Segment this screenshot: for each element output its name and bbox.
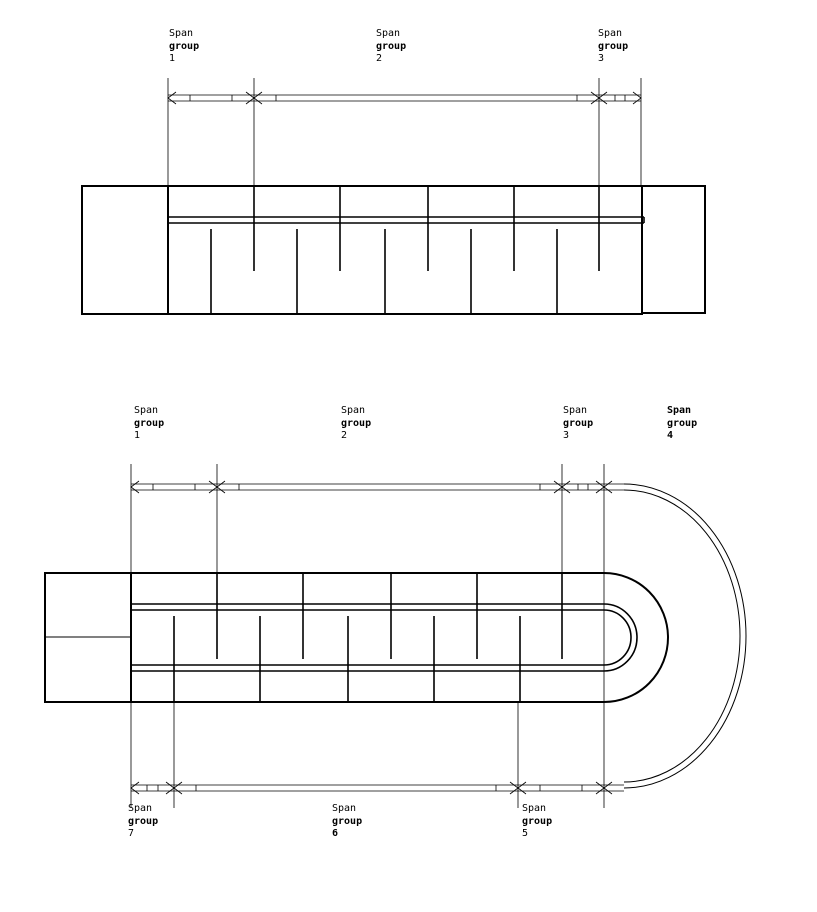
d1-extension-lines (167, 78, 642, 186)
label-word2: group (134, 418, 164, 429)
d1-span-arrow-2 (253, 91, 600, 105)
label-word1: Span (341, 405, 365, 416)
d1-main-body (167, 185, 643, 315)
d2-label-span-group-6: Span group 6 (332, 803, 362, 839)
label-number: 3 (563, 430, 569, 441)
label-number: 5 (522, 828, 528, 839)
d1-label-span-group-2: Span group 2 (376, 28, 406, 64)
d2-span-arrow-5 (517, 781, 605, 795)
d1-span-arrow-3 (598, 91, 642, 105)
d2-outer-arc (623, 483, 747, 789)
diagram-1: Span group 1 Span group 2 Span group 3 (81, 28, 706, 315)
d2-structure (44, 572, 669, 703)
label-word2: group (341, 418, 371, 429)
d2-label-span-group-4: Span group 4 (667, 405, 697, 441)
d1-structure (81, 185, 706, 315)
label-word2: group (332, 816, 362, 827)
label-word2: group (667, 418, 697, 429)
d2-top-dimension-arrows (130, 480, 624, 494)
label-word2: group (598, 41, 628, 52)
label-word1: Span (563, 405, 587, 416)
d2-label-span-group-3: Span group 3 (563, 405, 593, 441)
d2-label-span-group-5: Span group 5 (522, 803, 552, 839)
d1-dimension-arrows (167, 91, 642, 105)
label-word1: Span (169, 28, 193, 39)
label-number: 4 (667, 430, 673, 441)
d2-span-arrow-4-end (603, 781, 624, 795)
label-word2: group (128, 816, 158, 827)
diagram-2: Span group 1 Span group 2 Span group 3 S… (44, 405, 747, 839)
label-word1: Span (598, 28, 622, 39)
label-word1: Span (522, 803, 546, 814)
d2-bottom-dimension-arrows (130, 781, 624, 795)
d2-label-span-group-7: Span group 7 (128, 803, 158, 839)
label-number: 2 (376, 53, 382, 64)
label-word1: Span (332, 803, 356, 814)
d2-span-arrow-3 (561, 480, 605, 494)
d2-span-arrow-1 (130, 480, 218, 494)
label-number: 1 (169, 53, 175, 64)
label-word2: group (522, 816, 552, 827)
d2-span-arrow-6 (173, 781, 519, 795)
d2-extension-lines (130, 464, 605, 808)
label-number: 1 (134, 430, 140, 441)
label-word2: group (169, 41, 199, 52)
d2-span-arrow-4-start (603, 480, 624, 494)
label-number: 7 (128, 828, 134, 839)
d2-main-body (130, 572, 669, 703)
label-word1: Span (134, 405, 158, 416)
label-number: 6 (332, 828, 338, 839)
label-number: 3 (598, 53, 604, 64)
label-word2: group (563, 418, 593, 429)
label-word1: Span (667, 405, 691, 416)
label-word1: Span (128, 803, 152, 814)
d1-label-span-group-1: Span group 1 (169, 28, 199, 64)
label-word1: Span (376, 28, 400, 39)
label-number: 2 (341, 430, 347, 441)
d1-right-block (641, 185, 706, 314)
d2-label-span-group-1: Span group 1 (134, 405, 164, 441)
d2-span-arrow-7 (130, 781, 175, 795)
d1-label-span-group-3: Span group 3 (598, 28, 628, 64)
d2-span-arrow-2 (216, 480, 563, 494)
d1-span-arrow-1 (167, 91, 255, 105)
d2-label-span-group-2: Span group 2 (341, 405, 371, 441)
d1-left-block (81, 185, 169, 315)
label-word2: group (376, 41, 406, 52)
